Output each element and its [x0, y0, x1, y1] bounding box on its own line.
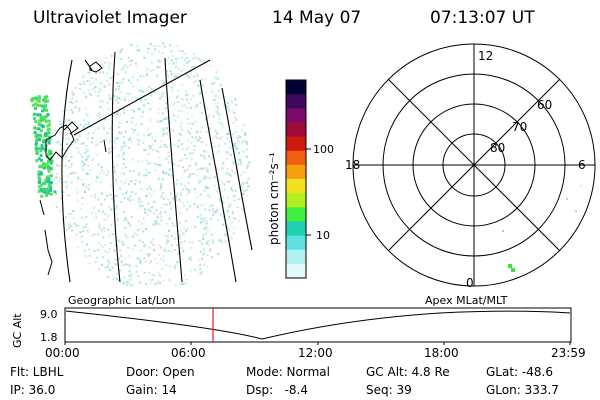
colorbar: [286, 80, 306, 279]
coastline: [39, 61, 107, 276]
info-ip: IP: 36.0: [10, 383, 56, 397]
info-seq: Seq: 39: [366, 383, 412, 397]
colorbar-segment: [286, 207, 306, 222]
colorbar-segment: [286, 94, 306, 109]
orbit-axis-label: GC Alt: [11, 313, 24, 348]
info-gc-alt: GC Alt: 4.8 Re: [366, 365, 450, 379]
colorbar-label-10: 10: [316, 229, 330, 242]
orbit-ytick-9: 9.0: [40, 308, 58, 321]
info-gain: Gain: 14: [126, 383, 177, 397]
colorbar-segment: [286, 179, 306, 194]
colorbar-segment: [286, 263, 306, 279]
lat-label-60: 60: [537, 98, 552, 112]
colorbar-segment: [286, 150, 306, 166]
time-label: 07:13:07 UT: [430, 8, 535, 28]
orbit-frame: [64, 307, 572, 343]
colorbar-segment: [286, 136, 306, 152]
orbit-xtick-1200: 12:00: [298, 346, 333, 360]
lat-label-80: 80: [490, 141, 505, 155]
aurora-band: [30, 95, 57, 198]
colorbar-segment: [286, 193, 306, 208]
colorbar-segment: [286, 164, 306, 180]
polar-grid: [352, 43, 596, 287]
colorbar-frame: [285, 79, 307, 279]
orbit-xtick-1800: 18:00: [424, 346, 459, 360]
mlt-label-18: 18: [345, 158, 360, 172]
mlt-label-6: 6: [578, 158, 586, 172]
info-glat: GLat: -48.6: [486, 365, 553, 379]
orbit-right-label: Apex MLat/MLT: [425, 294, 508, 307]
info-door: Door: Open: [126, 365, 195, 379]
meridian-lines: [61, 51, 253, 283]
info-mode: Mode: Normal: [246, 365, 330, 379]
info-flt: Flt: LBHL: [10, 365, 64, 379]
colorbar-segment: [286, 221, 306, 237]
instrument-title: Ultraviolet Imager: [33, 8, 187, 28]
info-glon: GLon: 333.7: [486, 383, 559, 397]
colorbar-segment: [286, 235, 306, 251]
orbit-xtick-0600: 06:00: [171, 346, 206, 360]
orbit-left-label: Geographic Lat/Lon: [68, 294, 175, 307]
info-dsp: Dsp: -8.4: [246, 383, 309, 397]
colorbar-segment: [286, 80, 306, 95]
colorbar-segment: [286, 108, 306, 123]
polar-speckles: [502, 185, 582, 272]
uv-emission-disk: [50, 42, 251, 287]
colorbar-label-100: 100: [313, 143, 334, 156]
orbit-x-ticks: [64, 342, 571, 345]
mlt-label-12: 12: [478, 49, 493, 63]
lat-label-70: 70: [512, 120, 527, 134]
colorbar-unit-label: photon cm⁻²s⁻¹: [267, 152, 281, 245]
orbit-altitude-curve: [65, 310, 571, 340]
orbit-xtick-0000: 00:00: [45, 346, 80, 360]
mlt-label-0: 0: [466, 276, 474, 290]
date-label: 14 May 07: [272, 8, 362, 28]
orbit-xtick-2359: 23:59: [551, 346, 586, 360]
colorbar-segment: [286, 249, 306, 265]
colorbar-segment: [286, 122, 306, 138]
orbit-ytick-18: 1.8: [40, 331, 58, 344]
